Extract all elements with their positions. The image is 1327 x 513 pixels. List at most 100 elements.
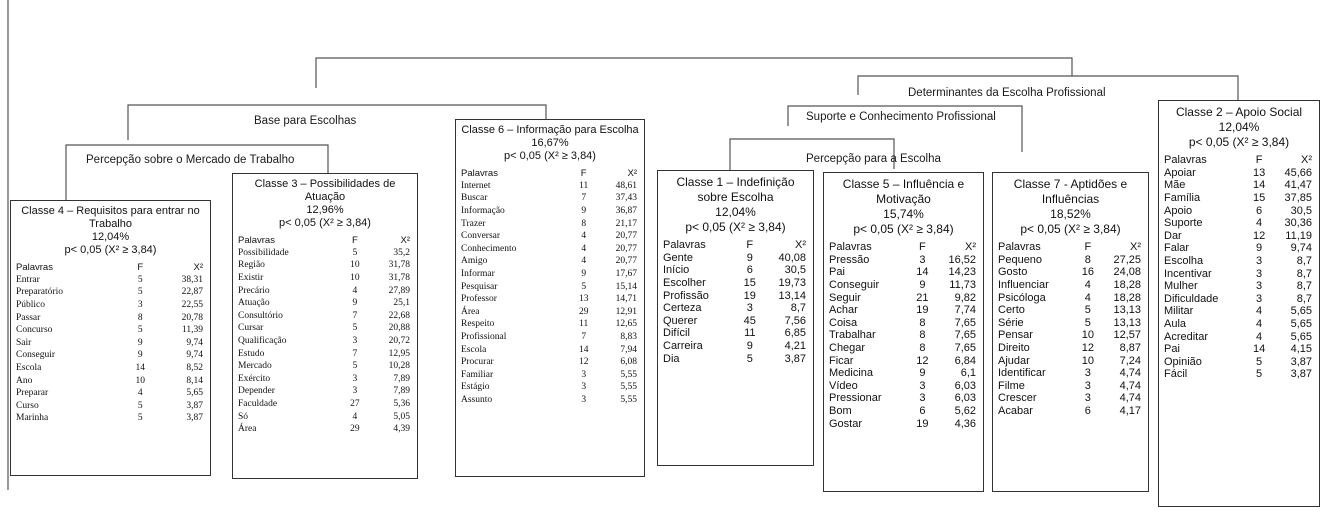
freq-cell: 10 — [350, 260, 360, 271]
chi2-cell: 3,87 — [1290, 355, 1312, 368]
freq-cell: 8 — [1084, 253, 1091, 266]
freq-cell: 3 — [352, 386, 358, 397]
chi2-cell: 12,65 — [615, 319, 637, 330]
freq-cell: 9 — [1256, 242, 1263, 255]
freq-cell: 10 — [350, 273, 360, 284]
word-cell: Ajudar — [998, 354, 1030, 367]
col-header-f: F — [580, 167, 587, 179]
col-header-f: F — [1255, 154, 1263, 167]
word-cell: Curso — [16, 400, 39, 411]
word-cell: Filme — [998, 379, 1025, 392]
table-row: Existir 10 31,78 — [238, 272, 410, 285]
table-row: Coisa 8 7,65 — [829, 317, 976, 330]
word-cell: Pai — [829, 266, 845, 279]
chi2-cell: 12,95 — [388, 348, 410, 359]
word-cell: Certeza — [663, 302, 702, 315]
freq-cell: 3 — [1084, 392, 1091, 405]
word-cell: Passar — [16, 312, 41, 323]
table-row: Suporte 4 30,36 — [1164, 217, 1312, 230]
chi2-cell: 3,87 — [186, 413, 203, 424]
table-row: Profissional 7 8,83 — [461, 331, 637, 344]
word-cell: Medicina — [829, 367, 874, 380]
chi2-cell: 22,68 — [388, 310, 410, 321]
col-header-x: X² — [193, 261, 204, 273]
chi2-cell: 8,7 — [1296, 267, 1312, 280]
chi2-cell: 6,85 — [784, 327, 806, 340]
table-row: Mulher 3 8,7 — [1164, 280, 1312, 293]
table-row: Ano 10 8,14 — [16, 374, 203, 387]
word-cell: Direito — [998, 342, 1030, 355]
table-row: Preparatório 5 22,87 — [16, 286, 203, 299]
chi2-cell: 7,65 — [954, 342, 976, 355]
chi2-cell: 30,36 — [1284, 217, 1312, 230]
table-row: Passar 8 20,78 — [16, 311, 203, 324]
word-cell: Mercado — [238, 361, 272, 372]
word-table: Palavras F X² Apoiar 13 45,66 Mãe 14 41,47 Famíli… — [1164, 154, 1312, 381]
table-row: Difícil 11 6,85 — [663, 327, 806, 340]
word-cell: Aula — [1164, 318, 1187, 331]
table-row: Série 5 13,13 — [998, 317, 1141, 330]
freq-cell: 8 — [919, 316, 926, 329]
table-row: Mãe 14 41,47 — [1164, 179, 1312, 192]
freq-cell: 3 — [352, 373, 358, 384]
class-1-box: Classe 1 – Indefinição sobre Escolha 12,0… — [657, 170, 814, 466]
class-significance: p< 0,05 (X² ≥ 3,84) — [1188, 135, 1290, 149]
freq-cell: 5 — [1256, 355, 1263, 368]
chi2-cell: 20,72 — [388, 336, 410, 347]
chi2-cell: 8,7 — [1296, 280, 1312, 293]
word-cell: Escolha — [1164, 255, 1204, 268]
word-cell: Crescer — [998, 392, 1037, 405]
freq-cell: 4 — [1256, 318, 1263, 331]
word-cell: Bom — [829, 405, 852, 418]
table-row: Carreira 9 4,21 — [663, 340, 806, 353]
freq-cell: 12 — [578, 357, 589, 368]
freq-cell: 14 — [135, 363, 145, 374]
table-row: Família 15 37,85 — [1164, 192, 1312, 205]
freq-cell: 8 — [137, 312, 143, 323]
table-row: Conseguir 9 9,74 — [16, 349, 203, 362]
chi2-cell: 6,03 — [954, 379, 976, 392]
chi2-cell: 12,57 — [1113, 329, 1141, 342]
word-cell: Mãe — [1164, 179, 1186, 192]
chi2-cell: 37,85 — [1284, 192, 1312, 205]
freq-cell: 9 — [137, 350, 143, 361]
chi2-cell: 4,17 — [1119, 405, 1141, 418]
word-cell: Conseguir — [829, 279, 880, 292]
word-cell: Marinha — [16, 413, 49, 424]
chi2-cell: 5,65 — [1290, 305, 1312, 318]
table-row: Trazer 8 21,17 — [461, 217, 637, 230]
word-cell: Estágio — [461, 382, 490, 393]
chi2-cell: 8,7 — [1296, 292, 1312, 305]
table-row: Entrar 5 38,31 — [16, 274, 203, 287]
freq-cell: 3 — [1256, 267, 1263, 280]
word-table: Palavras F X² Entrar 5 38,31 Preparatório 5 22,8… — [16, 261, 203, 425]
table-row: Área 29 4,39 — [238, 423, 410, 436]
table-row: Atuação 9 25,1 — [238, 297, 410, 310]
chi2-cell: 4,36 — [954, 417, 976, 430]
word-table: Palavras F X² Gente 9 40,08 Início 6 30,5 Escolhe… — [663, 239, 806, 365]
word-cell: Carreira — [663, 340, 703, 353]
chi2-cell: 13,14 — [778, 289, 806, 302]
word-cell: Pressionar — [829, 392, 882, 405]
col-header-x: X² — [400, 234, 411, 246]
freq-cell: 7 — [352, 310, 358, 321]
word-cell: Seguir — [829, 291, 861, 304]
table-row: Apoiar 13 45,66 — [1164, 167, 1312, 180]
table-header-row: Palavras F X² — [663, 239, 806, 252]
table-row: Falar 9 9,74 — [1164, 242, 1312, 255]
word-cell: Buscar — [461, 193, 488, 204]
freq-cell: 12 — [1081, 342, 1094, 355]
word-cell: Coisa — [829, 316, 858, 329]
word-cell: Certo — [998, 304, 1025, 317]
chi2-cell: 22,87 — [181, 287, 203, 298]
word-cell: Familiar — [461, 369, 494, 380]
table-row: Apoio 6 30,5 — [1164, 204, 1312, 217]
chi2-cell: 8,87 — [1119, 342, 1141, 355]
chi2-cell: 8,83 — [620, 332, 637, 343]
class-significance: p< 0,05 (X² ≥ 3,84) — [685, 220, 786, 234]
chi2-cell: 13,13 — [1113, 316, 1141, 329]
class-title: Classe 2 – Apoio Social — [1175, 105, 1303, 119]
table-header-row: Palavras F X² — [16, 261, 203, 274]
chi2-cell: 4,39 — [393, 424, 410, 435]
word-cell: Falar — [1164, 242, 1190, 255]
